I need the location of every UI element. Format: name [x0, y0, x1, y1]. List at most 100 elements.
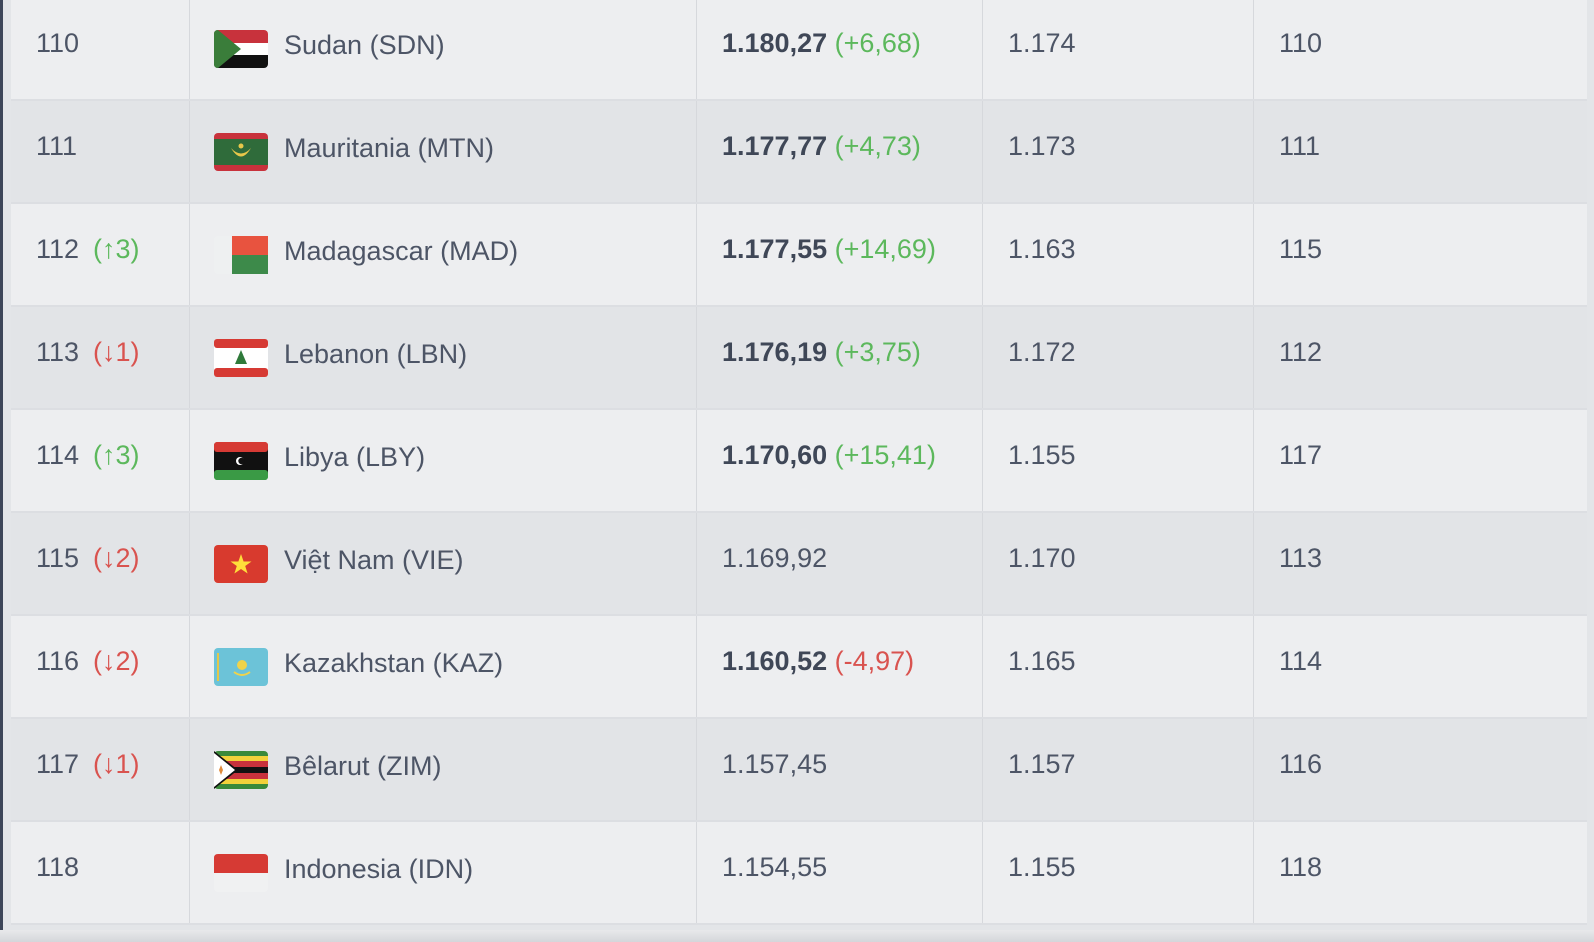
rank-cell: 115 (↓2): [11, 513, 190, 614]
points-cell: 1.177,77 (+4,73): [697, 101, 983, 202]
country-cell: Lebanon (LBN): [190, 307, 697, 408]
points-cell: 1.180,27 (+6,68): [697, 0, 983, 99]
points: 1.169,92: [722, 543, 828, 573]
country-cell: Việt Nam (VIE): [190, 513, 697, 614]
indonesia-flag-icon: [214, 854, 268, 892]
window-left-edge: [0, 0, 3, 942]
rank-cell: 111: [11, 101, 190, 202]
rank-cell: 112 (↑3): [11, 204, 190, 305]
kazakhstan-flag-icon: [214, 648, 268, 686]
country-cell: Mauritania (MTN): [190, 101, 697, 202]
rank-cell: 118: [11, 822, 190, 923]
country-name[interactable]: Mauritania (MTN): [284, 133, 495, 163]
previous-points: 1.173: [1008, 131, 1076, 161]
rank: 116: [36, 646, 80, 676]
rank: 115: [36, 543, 80, 573]
previous-points: 1.155: [1008, 852, 1076, 882]
table-row[interactable]: 113 (↓1) Lebanon (LBN) 1.176,19 (+3,75) 1.17…: [11, 307, 1587, 410]
previous-points-cell: 1.155: [983, 410, 1254, 511]
country-cell: Kazakhstan (KAZ): [190, 616, 697, 717]
previous-points: 1.170: [1008, 543, 1076, 573]
previous-points: 1.155: [1008, 440, 1076, 470]
previous-rank-cell: 111: [1254, 101, 1587, 202]
previous-rank: 116: [1279, 749, 1323, 779]
previous-rank-cell: 115: [1254, 204, 1587, 305]
country-name[interactable]: Kazakhstan (KAZ): [284, 648, 504, 678]
country-name[interactable]: Madagascar (MAD): [284, 236, 519, 266]
points: 1.170,60: [722, 440, 828, 470]
rank: 114: [36, 440, 80, 470]
points-change: (-4,97): [834, 646, 915, 676]
country-name[interactable]: Libya (LBY): [284, 442, 426, 472]
points: 1.177,55: [722, 234, 828, 264]
table-row[interactable]: 115 (↓2) Việt Nam (VIE) 1.169,92 1.170 113: [11, 513, 1587, 616]
previous-points: 1.165: [1008, 646, 1076, 676]
ranking-table: 110 Sudan (SDN) 1.180,27 (+6,68) 1.174 110 11…: [11, 0, 1587, 925]
table-row[interactable]: 110 Sudan (SDN) 1.180,27 (+6,68) 1.174 110: [11, 0, 1587, 101]
rank: 111: [36, 131, 78, 161]
previous-rank: 113: [1279, 543, 1323, 573]
previous-rank-cell: 112: [1254, 307, 1587, 408]
mauritania-flag-icon: [214, 133, 268, 171]
points: 1.154,55: [722, 852, 828, 882]
points-cell: 1.176,19 (+3,75): [697, 307, 983, 408]
points-change: (+3,75): [834, 337, 921, 367]
previous-rank: 117: [1279, 440, 1323, 470]
rank-change: (↓2): [93, 646, 140, 676]
table-row[interactable]: 116 (↓2) Kazakhstan (KAZ) 1.160,52 (-4,97) 1…: [11, 616, 1587, 719]
previous-rank: 112: [1279, 337, 1323, 367]
points-cell: 1.177,55 (+14,69): [697, 204, 983, 305]
previous-rank-cell: 114: [1254, 616, 1587, 717]
rank: 117: [36, 749, 80, 779]
previous-rank-cell: 113: [1254, 513, 1587, 614]
points: 1.180,27: [722, 28, 828, 58]
previous-points-cell: 1.157: [983, 719, 1254, 820]
previous-points-cell: 1.174: [983, 0, 1254, 99]
table-row[interactable]: 112 (↑3) Madagascar (MAD) 1.177,55 (+14,69)…: [11, 204, 1587, 307]
points: 1.176,19: [722, 337, 828, 367]
previous-rank-cell: 117: [1254, 410, 1587, 511]
rank-cell: 113 (↓1): [11, 307, 190, 408]
table-row[interactable]: 118 Indonesia (IDN) 1.154,55 1.155 118: [11, 822, 1587, 925]
country-cell: Libya (LBY): [190, 410, 697, 511]
country-name[interactable]: Bêlarut (ZIM): [284, 751, 442, 781]
points-cell: 1.154,55: [697, 822, 983, 923]
country-cell: Sudan (SDN): [190, 0, 697, 99]
points-cell: 1.160,52 (-4,97): [697, 616, 983, 717]
previous-points-cell: 1.165: [983, 616, 1254, 717]
country-name[interactable]: Việt Nam (VIE): [284, 545, 464, 575]
rank-change: (↓2): [93, 543, 140, 573]
rank: 110: [36, 28, 80, 58]
bottom-shadow: [0, 930, 1594, 942]
previous-points-cell: 1.173: [983, 101, 1254, 202]
country-name[interactable]: Indonesia (IDN): [284, 854, 474, 884]
table-row[interactable]: 111 Mauritania (MTN) 1.177,77 (+4,73) 1.173…: [11, 101, 1587, 204]
lebanon-flag-icon: [214, 339, 268, 377]
previous-rank: 110: [1279, 28, 1323, 58]
points-change: (+4,73): [834, 131, 921, 161]
country-cell: Bêlarut (ZIM): [190, 719, 697, 820]
country-name[interactable]: Sudan (SDN): [284, 30, 445, 60]
country-cell: Indonesia (IDN): [190, 822, 697, 923]
points-change: (+15,41): [834, 440, 936, 470]
country-name[interactable]: Lebanon (LBN): [284, 339, 468, 369]
points: 1.157,45: [722, 749, 828, 779]
points: 1.160,52: [722, 646, 828, 676]
previous-points: 1.174: [1008, 28, 1076, 58]
rank-change: (↑3): [93, 440, 140, 470]
previous-points: 1.172: [1008, 337, 1076, 367]
previous-points-cell: 1.170: [983, 513, 1254, 614]
previous-points: 1.157: [1008, 749, 1076, 779]
table-row[interactable]: 117 (↓1) Bêlarut (ZIM) 1.157,45 1.157 116: [11, 719, 1587, 822]
libya-flag-icon: [214, 442, 268, 480]
previous-rank: 114: [1279, 646, 1323, 676]
previous-points: 1.163: [1008, 234, 1076, 264]
rank-change: (↓1): [93, 749, 140, 779]
country-cell: Madagascar (MAD): [190, 204, 697, 305]
rank-change: (↓1): [93, 337, 140, 367]
previous-rank-cell: 116: [1254, 719, 1587, 820]
previous-points-cell: 1.172: [983, 307, 1254, 408]
vietnam-flag-icon: [214, 545, 268, 583]
table-row[interactable]: 114 (↑3) Libya (LBY) 1.170,60 (+15,41) 1.155…: [11, 410, 1587, 513]
previous-rank-cell: 110: [1254, 0, 1587, 99]
